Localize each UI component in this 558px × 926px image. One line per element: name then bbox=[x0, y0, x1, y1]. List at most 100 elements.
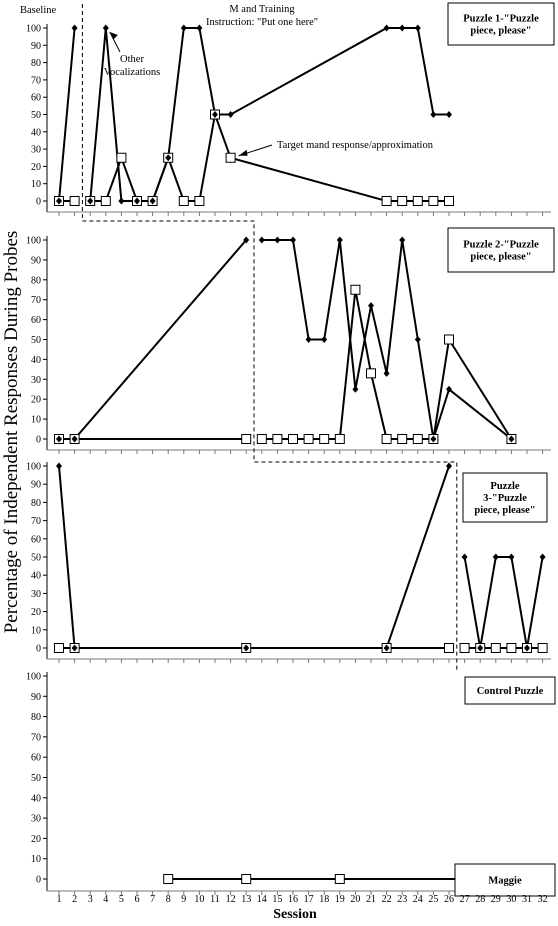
y-tick-label: 20 bbox=[31, 834, 41, 845]
target-mand-point bbox=[334, 874, 345, 884]
other-vocalizations-point bbox=[508, 435, 515, 443]
other-vocalizations-point bbox=[71, 644, 78, 652]
target-mand-point bbox=[100, 196, 111, 206]
target-mand-point bbox=[194, 196, 205, 206]
x-tick-label: 5 bbox=[119, 894, 124, 905]
x-tick-label: 12 bbox=[226, 894, 236, 905]
other-vocalizations-point bbox=[134, 197, 140, 205]
other-vocalizations-point bbox=[539, 553, 546, 561]
y-tick-label: 80 bbox=[31, 275, 41, 286]
other-vocalizations-point bbox=[492, 553, 499, 561]
phase-label-training-2: Instruction: "Put one here" bbox=[206, 17, 318, 28]
y-tick-label: 40 bbox=[31, 127, 41, 138]
annotation-target: Target mand response/approximation bbox=[277, 140, 434, 151]
target-mand-point bbox=[537, 643, 548, 653]
target-mand-point bbox=[241, 874, 252, 884]
y-tick-label: 90 bbox=[31, 41, 41, 52]
y-tick-label: 0 bbox=[36, 875, 41, 886]
target-mand-point bbox=[428, 196, 439, 206]
target-mand-point bbox=[444, 643, 454, 653]
series-layer bbox=[58, 27, 544, 880]
other-vocalizations-point bbox=[102, 24, 109, 32]
x-tick-label: 6 bbox=[135, 894, 140, 905]
target-mand-point bbox=[397, 196, 408, 206]
target-mand-point bbox=[225, 152, 236, 163]
y-tick-label: 10 bbox=[31, 179, 41, 190]
other-vocalizations-line bbox=[463, 556, 544, 649]
participant-label: Maggie bbox=[488, 876, 522, 887]
other-vocalizations-point bbox=[165, 154, 172, 162]
other-vocalizations-point bbox=[446, 462, 452, 470]
other-vocalizations-point bbox=[71, 24, 78, 32]
y-tick-label: 90 bbox=[31, 480, 41, 491]
other-vocalizations-point bbox=[227, 111, 234, 118]
other-vocalizations-point bbox=[352, 385, 359, 393]
participant-label-box bbox=[454, 863, 556, 897]
y-tick-label: 30 bbox=[31, 375, 41, 386]
target-mand-point bbox=[178, 196, 189, 206]
other-vocalizations-point bbox=[446, 111, 452, 118]
x-tick-label: 16 bbox=[288, 894, 298, 905]
other-vocalizations-point bbox=[180, 24, 187, 32]
x-tick-label: 23 bbox=[397, 894, 407, 905]
y-tick-label: 50 bbox=[31, 110, 41, 121]
x-tick-label: 17 bbox=[304, 894, 314, 905]
target-mand-point bbox=[412, 434, 423, 444]
y-tick-label: 90 bbox=[31, 692, 41, 703]
y-tick-label: 60 bbox=[31, 534, 41, 545]
target-mand-point bbox=[459, 643, 470, 653]
marker-layer bbox=[54, 24, 548, 884]
y-tick-label: 80 bbox=[31, 58, 41, 69]
other-vocalizations-point bbox=[383, 644, 390, 652]
y-tick-label: 30 bbox=[31, 145, 41, 156]
x-tick-label: 21 bbox=[366, 894, 376, 905]
other-vocalizations-point bbox=[430, 111, 437, 118]
panel-label-text: Puzzle 1-"Puzzle bbox=[463, 14, 539, 25]
annotation-arrow bbox=[109, 31, 121, 53]
panel-label-text: 3-"Puzzle bbox=[483, 493, 527, 504]
panel-label-text: piece, please" bbox=[474, 505, 535, 516]
target-mand-point bbox=[163, 874, 174, 884]
x-tick-label: 4 bbox=[103, 894, 108, 905]
arrow-head bbox=[238, 149, 248, 156]
panel-label-text: piece, please" bbox=[470, 252, 531, 263]
y-tick-label: 30 bbox=[31, 589, 41, 600]
y-tick-label: 40 bbox=[31, 793, 41, 804]
target-mand-point bbox=[54, 643, 64, 653]
other-vocalizations-point bbox=[383, 369, 390, 377]
other-vocalizations-point bbox=[149, 197, 156, 205]
x-tick-label: 31 bbox=[522, 894, 532, 905]
target-mand-point bbox=[444, 334, 454, 345]
y-tick-label: 50 bbox=[31, 335, 41, 346]
target-mand-point bbox=[490, 643, 501, 653]
x-tick-label: 10 bbox=[194, 894, 204, 905]
panel-label-box bbox=[447, 227, 555, 273]
y-tick-label: 20 bbox=[31, 607, 41, 618]
x-tick-label: 32 bbox=[538, 894, 548, 905]
panel-label-text: piece, please" bbox=[470, 26, 531, 37]
target-mand-line bbox=[90, 110, 449, 202]
x-axis-title: Session bbox=[273, 907, 317, 922]
target-mand-point bbox=[69, 196, 80, 206]
target-mand-point bbox=[506, 643, 517, 653]
y-tick-label: 80 bbox=[31, 498, 41, 509]
other-vocalizations-point bbox=[336, 236, 343, 244]
target-mand-point bbox=[116, 152, 127, 163]
panel-label-text: Puzzle 2-"Puzzle bbox=[463, 240, 539, 251]
x-tick-label: 11 bbox=[210, 894, 220, 905]
other-vocalizations-point bbox=[56, 462, 62, 470]
x-tick-label: 14 bbox=[257, 894, 267, 905]
target-mand-point bbox=[256, 434, 267, 444]
x-tick-label: 9 bbox=[181, 894, 186, 905]
annotation-other-line1: Other bbox=[120, 54, 144, 65]
target-mand-point bbox=[412, 196, 423, 206]
other-vocalizations-line bbox=[89, 27, 449, 202]
phase-label-training-1: M and Training bbox=[229, 4, 295, 15]
x-tick-label: 19 bbox=[335, 894, 345, 905]
annotation-other-line2: Vocalizations bbox=[104, 67, 160, 78]
x-tick-label: 7 bbox=[150, 894, 155, 905]
panel-label-box bbox=[462, 472, 548, 523]
other-vocalizations-point bbox=[274, 236, 281, 244]
other-vocalizations-point bbox=[196, 24, 203, 32]
